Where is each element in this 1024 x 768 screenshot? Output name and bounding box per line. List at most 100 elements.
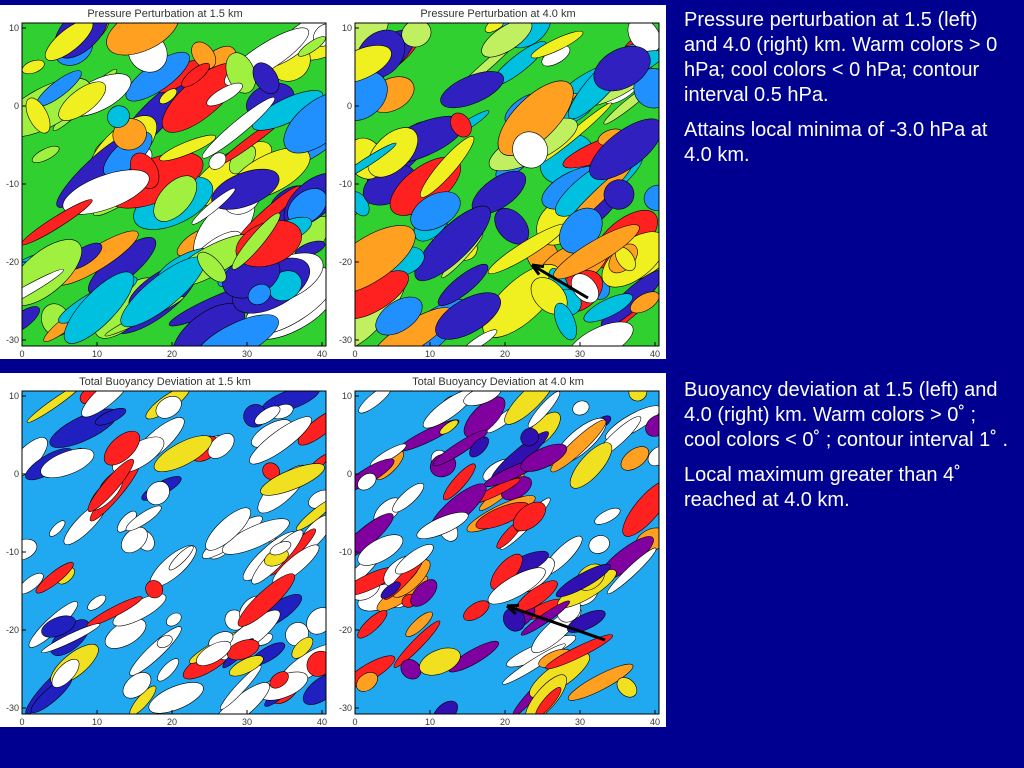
contour-region bbox=[41, 623, 101, 654]
y-tick-label: 10 bbox=[342, 23, 352, 33]
contour-region bbox=[87, 594, 107, 611]
contour-region bbox=[35, 562, 74, 594]
contour-region bbox=[395, 544, 434, 575]
y-tick-label: -10 bbox=[6, 179, 19, 189]
contour-region bbox=[231, 212, 281, 270]
contour-region bbox=[419, 136, 475, 198]
contour-region bbox=[410, 191, 461, 231]
contour-region bbox=[219, 665, 262, 710]
x-tick-label: 40 bbox=[650, 349, 660, 359]
contour-region bbox=[463, 396, 506, 438]
x-tick-label: 20 bbox=[500, 717, 510, 727]
contour-region bbox=[49, 520, 66, 537]
x-tick-label: 10 bbox=[92, 717, 102, 727]
contour-plot bbox=[355, 23, 659, 346]
contour-region bbox=[51, 658, 80, 688]
arrow-head bbox=[505, 603, 520, 616]
contour-region bbox=[593, 45, 651, 92]
contour-region bbox=[463, 600, 490, 621]
panel: Pressure Perturbation at 1.5 km 0 10 20 30 40… bbox=[0, 5, 333, 359]
note-buoyancy: Buoyancy deviation at 1.5 (left) and 4.0… bbox=[684, 378, 1016, 523]
contour-region bbox=[237, 573, 296, 627]
contour-region bbox=[572, 400, 590, 416]
contour-region bbox=[535, 687, 562, 714]
contour-region bbox=[481, 23, 533, 58]
contour-region bbox=[462, 329, 498, 346]
x-tick-label: 0 bbox=[19, 349, 24, 359]
y-tick-label: -20 bbox=[6, 257, 19, 267]
x-tick-label: 30 bbox=[575, 717, 585, 727]
contour-region bbox=[145, 580, 164, 599]
contour-region bbox=[442, 463, 476, 501]
contour-region bbox=[643, 184, 659, 211]
panel-title: Total Buoyancy Deviation at 4.0 km bbox=[412, 376, 584, 388]
panel-title: Pressure Perturbation at 4.0 km bbox=[420, 8, 575, 20]
arrow-head bbox=[530, 263, 545, 276]
x-tick-label: 30 bbox=[242, 717, 252, 727]
contour-region bbox=[222, 518, 290, 555]
y-tick-label: -20 bbox=[6, 625, 19, 635]
contour-region bbox=[106, 23, 180, 56]
contour-region bbox=[207, 433, 235, 459]
panel-title: Pressure Perturbation at 1.5 km bbox=[87, 8, 242, 20]
contour-region bbox=[283, 91, 326, 154]
contour-region bbox=[205, 507, 252, 551]
contour-region bbox=[201, 97, 276, 159]
x-tick-label: 20 bbox=[500, 349, 510, 359]
contour-region bbox=[439, 419, 459, 435]
x-tick-label: 20 bbox=[167, 349, 177, 359]
x-tick-label: 0 bbox=[352, 717, 357, 727]
contour-region bbox=[31, 145, 60, 163]
x-tick-label: 10 bbox=[92, 349, 102, 359]
contour-region bbox=[520, 428, 539, 447]
contour-region bbox=[107, 105, 130, 128]
contour-region bbox=[44, 23, 94, 61]
contour-region bbox=[589, 118, 659, 180]
contour-region bbox=[306, 607, 326, 635]
contour-region bbox=[432, 700, 458, 714]
contour-region bbox=[81, 391, 133, 418]
contour-region bbox=[422, 391, 475, 429]
arrow bbox=[506, 604, 606, 642]
contour-region bbox=[22, 572, 44, 595]
contour-region bbox=[40, 448, 95, 479]
contour-region bbox=[405, 611, 433, 637]
contour-region bbox=[527, 391, 561, 428]
y-tick-label: -30 bbox=[6, 703, 19, 713]
contour-region bbox=[252, 62, 280, 95]
contour-region bbox=[550, 419, 607, 473]
contour-region bbox=[86, 596, 143, 627]
contour-region bbox=[254, 405, 281, 425]
contour-region bbox=[569, 442, 613, 489]
note-text: Local maximum greater than 4˚ reached at… bbox=[684, 464, 961, 511]
arrow bbox=[531, 263, 589, 300]
y-tick-label: -30 bbox=[339, 335, 352, 345]
contour-region bbox=[302, 672, 326, 705]
contour-region bbox=[166, 612, 182, 627]
contour-region bbox=[229, 655, 264, 677]
x-tick-label: 40 bbox=[650, 717, 660, 727]
contour-region bbox=[463, 391, 502, 406]
y-tick-label: -20 bbox=[339, 257, 352, 267]
panel: Total Buoyancy Deviation at 1.5 km 0 10 20 3… bbox=[0, 373, 333, 727]
contour-region bbox=[159, 88, 178, 105]
figure-grid: Pressure Perturbation at 1.5 km 0 10 20 30 40… bbox=[0, 5, 666, 727]
contour-region bbox=[260, 463, 325, 496]
y-tick-label: -30 bbox=[339, 703, 352, 713]
contour-region bbox=[122, 672, 152, 699]
panel: Total Buoyancy Deviation at 4.0 km 0 10 20 3… bbox=[333, 373, 666, 727]
contour-region bbox=[155, 395, 182, 419]
x-tick-label: 10 bbox=[425, 717, 435, 727]
contour-region bbox=[125, 505, 162, 532]
contour-region bbox=[530, 30, 584, 59]
note-pressure: Pressure perturbation at 1.5 (left) and … bbox=[684, 8, 1016, 178]
contour-region bbox=[355, 142, 397, 182]
contour-region bbox=[197, 251, 227, 283]
y-tick-label: -10 bbox=[339, 179, 352, 189]
contour-region bbox=[87, 458, 134, 512]
x-tick-label: 0 bbox=[19, 717, 24, 727]
y-tick-label: 0 bbox=[14, 469, 19, 479]
note-text: Buoyancy deviation at 1.5 (left) and 4.0… bbox=[684, 379, 1009, 451]
contour-region bbox=[567, 610, 606, 633]
contour-region bbox=[375, 296, 423, 336]
